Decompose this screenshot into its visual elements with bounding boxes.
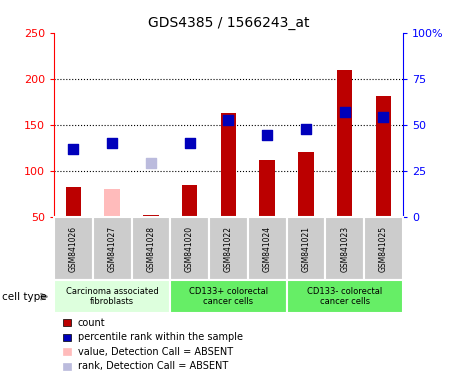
Text: GSM841020: GSM841020 <box>185 225 194 272</box>
Bar <box>143 215 158 217</box>
Bar <box>376 96 391 217</box>
Text: percentile rank within the sample: percentile rank within the sample <box>78 332 243 342</box>
Point <box>108 140 116 146</box>
Text: rank, Detection Call = ABSENT: rank, Detection Call = ABSENT <box>78 361 228 371</box>
Point <box>380 114 387 121</box>
Point <box>70 146 77 152</box>
Bar <box>66 187 81 217</box>
Text: GSM841023: GSM841023 <box>340 225 349 272</box>
Bar <box>287 280 403 313</box>
Bar <box>54 217 93 280</box>
Bar <box>287 217 325 280</box>
Bar <box>170 217 209 280</box>
Bar <box>248 217 287 280</box>
Text: GSM841028: GSM841028 <box>146 226 155 271</box>
Point <box>302 126 310 132</box>
Bar <box>93 217 131 280</box>
Bar <box>259 160 275 217</box>
Point <box>264 132 271 138</box>
Point <box>225 117 232 123</box>
Bar <box>182 185 198 217</box>
Point <box>186 140 193 146</box>
Bar <box>170 280 287 313</box>
Text: Carcinoma associated
fibroblasts: Carcinoma associated fibroblasts <box>66 287 158 306</box>
Text: GSM841026: GSM841026 <box>69 225 78 272</box>
Point <box>341 109 348 115</box>
Bar <box>54 280 170 313</box>
Bar <box>337 70 352 217</box>
Text: GSM841024: GSM841024 <box>263 225 272 272</box>
Bar <box>209 217 248 280</box>
Text: GSM841021: GSM841021 <box>302 226 310 271</box>
Text: GSM841025: GSM841025 <box>379 225 388 272</box>
Text: GSM841022: GSM841022 <box>224 226 233 271</box>
Text: cell type: cell type <box>2 291 47 302</box>
Text: CD133+ colorectal
cancer cells: CD133+ colorectal cancer cells <box>189 287 268 306</box>
Text: CD133- colorectal
cancer cells: CD133- colorectal cancer cells <box>307 287 382 306</box>
Text: value, Detection Call = ABSENT: value, Detection Call = ABSENT <box>78 347 233 357</box>
Point <box>147 159 154 166</box>
Bar <box>131 217 170 280</box>
Bar <box>325 217 364 280</box>
Bar <box>220 113 236 217</box>
Bar <box>364 217 403 280</box>
Bar <box>298 152 314 217</box>
Bar <box>104 189 120 217</box>
Text: count: count <box>78 318 105 328</box>
Text: GSM841027: GSM841027 <box>108 225 117 272</box>
Title: GDS4385 / 1566243_at: GDS4385 / 1566243_at <box>148 16 309 30</box>
